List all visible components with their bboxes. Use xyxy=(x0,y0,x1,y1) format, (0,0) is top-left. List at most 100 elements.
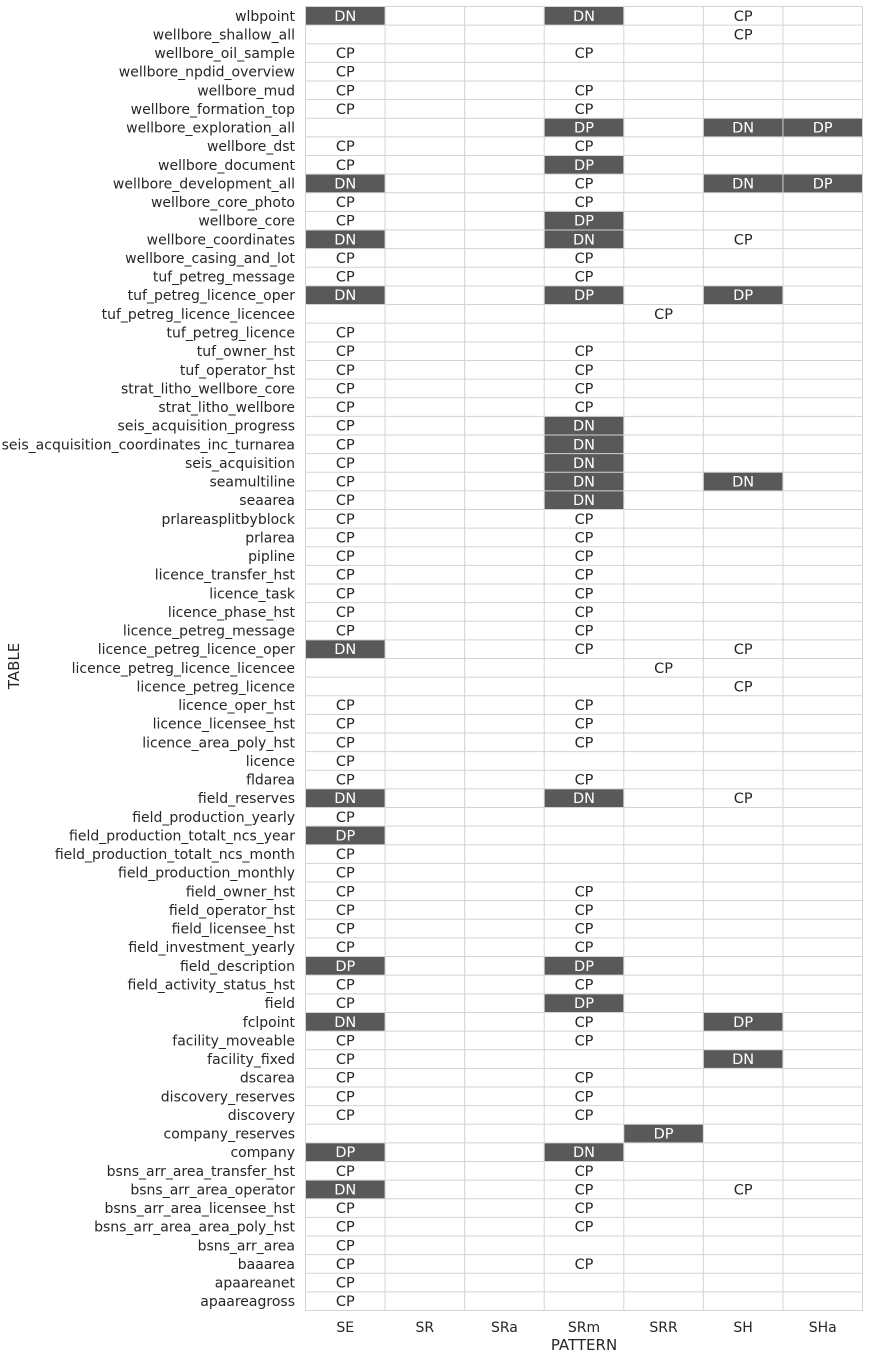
heatmap-cell xyxy=(305,136,386,156)
heatmap-cell xyxy=(305,472,386,491)
y-tick-label: wellbore_dst xyxy=(207,139,296,155)
heatmap-cell xyxy=(464,1254,545,1274)
heatmap-cell xyxy=(703,1105,783,1125)
heatmap-cell xyxy=(703,43,783,63)
heatmap-cell xyxy=(782,62,863,82)
cell-value-label: DN xyxy=(334,1015,356,1031)
heatmap-cell xyxy=(703,323,783,342)
heatmap-cell xyxy=(464,62,545,82)
heatmap-cell xyxy=(623,174,704,193)
heatmap-cell xyxy=(623,695,704,715)
y-tick-label: discovery_reserves xyxy=(161,1089,295,1105)
cell-value-label: CP xyxy=(336,158,355,174)
y-tick-label: licence_petreg_licence_oper xyxy=(98,642,296,658)
heatmap-cell xyxy=(703,434,783,454)
heatmap-cell xyxy=(305,1198,386,1218)
cell-value-label: CP xyxy=(734,9,753,25)
heatmap-cell xyxy=(544,136,624,156)
cell-value-label: CP xyxy=(336,1164,355,1180)
heatmap-cell xyxy=(385,1161,465,1181)
heatmap-cell xyxy=(782,863,863,883)
heatmap-cell xyxy=(464,1161,545,1181)
heatmap-cell xyxy=(623,99,704,119)
cell-value-label: CP xyxy=(575,1108,594,1124)
heatmap-cell xyxy=(385,1217,465,1236)
y-tick-label: field_production_monthly xyxy=(118,866,295,882)
heatmap-cell xyxy=(385,43,465,63)
heatmap-cell xyxy=(623,1031,704,1050)
heatmap-cell xyxy=(623,379,704,398)
heatmap-cell xyxy=(544,882,624,901)
y-tick-label: wellbore_core_photo xyxy=(151,195,295,211)
cell-value-label: CP xyxy=(336,251,355,267)
heatmap-cell xyxy=(385,1180,465,1199)
heatmap-cell xyxy=(623,1198,704,1218)
heatmap-cell xyxy=(464,1049,545,1069)
heatmap-cell xyxy=(544,900,624,920)
heatmap-cell xyxy=(544,304,624,324)
y-tick-label: wellbore_development_all xyxy=(113,176,295,192)
heatmap-cell xyxy=(782,43,863,63)
heatmap-cell xyxy=(544,546,624,566)
heatmap-cell xyxy=(544,583,624,603)
heatmap-cell xyxy=(623,751,704,771)
heatmap-cell xyxy=(782,192,863,212)
heatmap-cell xyxy=(385,1198,465,1218)
heatmap-cell xyxy=(544,174,624,193)
heatmap-cell xyxy=(782,844,863,864)
cell-value-label: CP xyxy=(336,493,355,509)
y-tick-label: field_operator_hst xyxy=(169,903,296,919)
heatmap-cell xyxy=(544,733,624,752)
cell-value-label: DN xyxy=(573,493,595,509)
y-tick-label: seis_acquisition xyxy=(185,456,295,472)
heatmap-cell xyxy=(385,6,465,26)
heatmap-cell xyxy=(464,882,545,901)
heatmap-cell xyxy=(703,6,783,26)
y-tick-label: licence_task xyxy=(209,586,296,602)
heatmap-cell xyxy=(305,1105,386,1125)
heatmap-cell xyxy=(703,956,783,976)
heatmap-cell xyxy=(623,975,704,994)
heatmap-cell xyxy=(464,397,545,417)
heatmap-cell xyxy=(782,956,863,976)
y-tick-label: licence_petreg_licence xyxy=(137,679,295,695)
cell-value-label: CP xyxy=(734,791,753,807)
heatmap-cell xyxy=(782,1198,863,1218)
heatmap-cell xyxy=(544,192,624,212)
heatmap-cell xyxy=(782,639,863,659)
heatmap-cell xyxy=(703,472,783,491)
y-tick-label: apaareagross xyxy=(200,1294,295,1310)
cell-value-label: CP xyxy=(336,1071,355,1087)
heatmap-cell xyxy=(544,285,624,305)
heatmap-cell xyxy=(623,118,704,137)
cell-value-label: CP xyxy=(575,773,594,789)
heatmap-cell xyxy=(464,136,545,156)
cell-value-label: DN xyxy=(334,232,356,248)
heatmap-cell xyxy=(544,472,624,491)
heatmap-cell xyxy=(464,490,545,510)
cell-value-label: CP xyxy=(336,102,355,118)
heatmap-cell xyxy=(782,975,863,994)
heatmap-cell xyxy=(305,882,386,901)
heatmap-cell xyxy=(623,509,704,529)
heatmap-cell xyxy=(464,211,545,231)
cell-value-label: CP xyxy=(575,1033,594,1049)
heatmap-cell xyxy=(623,826,704,845)
cell-value-label: CP xyxy=(575,176,594,192)
heatmap-cell xyxy=(305,192,386,212)
heatmap-cell xyxy=(703,677,783,696)
heatmap-cell xyxy=(782,788,863,808)
cell-value-label: CP xyxy=(575,1182,594,1198)
heatmap-cell xyxy=(544,1217,624,1236)
y-tick-label: licence_oper_hst xyxy=(178,698,295,714)
cell-value-label: CP xyxy=(336,717,355,733)
heatmap-cell xyxy=(305,565,386,584)
heatmap-cell xyxy=(623,434,704,454)
heatmap-cell xyxy=(623,546,704,566)
heatmap-cell xyxy=(544,379,624,398)
heatmap-cell xyxy=(623,211,704,231)
heatmap-cell xyxy=(703,1049,783,1069)
heatmap-cell xyxy=(385,81,465,100)
heatmap-cell xyxy=(782,211,863,231)
cell-value-label: CP xyxy=(336,512,355,528)
